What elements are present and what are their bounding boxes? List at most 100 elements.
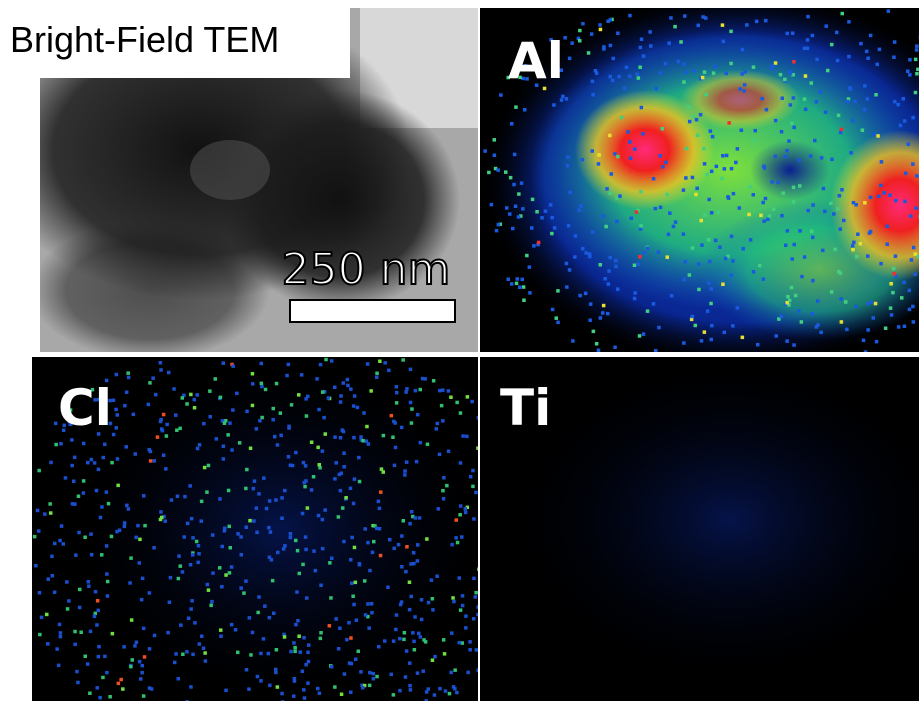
speckle — [640, 106, 644, 110]
speckle — [639, 227, 643, 231]
speckle — [248, 519, 252, 523]
speckle — [293, 679, 297, 683]
speckle — [424, 640, 428, 644]
speckle — [765, 108, 769, 112]
speckle — [774, 61, 778, 65]
speckle — [628, 14, 632, 17]
speckle — [499, 93, 503, 97]
speckle — [531, 198, 535, 202]
speckle — [112, 399, 116, 403]
speckle — [142, 694, 146, 698]
speckle — [464, 507, 468, 511]
speckle — [770, 180, 774, 184]
speckle — [633, 297, 637, 301]
speckle — [450, 543, 454, 547]
speckle — [803, 97, 807, 101]
speckle — [116, 457, 120, 461]
speckle — [601, 311, 605, 315]
speckle — [245, 668, 249, 672]
speckle — [441, 419, 445, 423]
speckle — [296, 619, 300, 623]
speckle — [352, 603, 356, 607]
speckle — [470, 400, 474, 404]
speckle — [409, 368, 413, 372]
speckle — [321, 547, 325, 551]
speckle — [705, 93, 709, 97]
speckle — [399, 603, 403, 607]
speckle — [71, 502, 75, 506]
speckle — [177, 677, 181, 681]
speckle — [851, 248, 855, 252]
speckle — [416, 559, 420, 563]
speckle — [106, 594, 110, 598]
speckle — [214, 377, 218, 381]
speckle — [140, 598, 144, 602]
speckle — [352, 404, 356, 408]
speckle — [125, 391, 128, 395]
tem-particle — [30, 220, 270, 360]
speckle — [273, 435, 277, 439]
speckle — [403, 473, 407, 477]
speckle — [819, 90, 823, 94]
speckle — [378, 507, 382, 511]
speckle — [394, 628, 398, 632]
speckle — [597, 162, 601, 166]
speckle — [436, 422, 440, 426]
speckle — [419, 388, 423, 392]
speckle — [866, 97, 870, 101]
speckle — [312, 549, 316, 553]
speckle — [851, 119, 855, 123]
speckle — [610, 172, 614, 176]
speckle — [328, 624, 332, 628]
speckle — [655, 87, 659, 91]
speckle — [343, 672, 347, 676]
speckle — [915, 44, 919, 48]
speckle — [607, 269, 611, 273]
speckle — [271, 418, 275, 422]
speckle — [323, 508, 327, 512]
speckle — [866, 328, 870, 332]
speckle — [847, 20, 851, 24]
speckle — [397, 543, 401, 547]
speckle — [915, 48, 919, 52]
speckle — [781, 97, 785, 101]
speckle — [897, 325, 901, 329]
speckle — [459, 504, 463, 508]
speckle — [741, 336, 745, 340]
speckle — [570, 41, 574, 45]
speckle — [903, 325, 907, 329]
speckle — [339, 489, 343, 493]
speckle — [346, 384, 350, 388]
speckle — [807, 209, 811, 213]
speckle — [342, 381, 346, 385]
speckle — [899, 124, 903, 128]
speckle — [134, 536, 138, 540]
speckle — [768, 214, 772, 218]
scale-bar-label: 250 nm — [282, 244, 451, 295]
speckle — [139, 677, 143, 681]
speckle — [833, 248, 837, 252]
speckle — [863, 201, 867, 205]
speckle — [294, 539, 298, 543]
speckle — [95, 623, 99, 627]
speckle — [718, 246, 722, 250]
speckle — [361, 439, 365, 443]
speckle — [800, 275, 804, 279]
speckle — [854, 203, 858, 207]
speckle — [469, 475, 473, 479]
speckle — [372, 672, 376, 676]
speckle — [256, 611, 260, 615]
speckle — [352, 436, 356, 440]
speckle — [102, 456, 106, 460]
speckle — [826, 69, 830, 73]
speckle — [260, 416, 264, 420]
speckle — [566, 164, 570, 168]
speckle — [472, 517, 476, 521]
speckle — [353, 546, 357, 550]
speckle — [342, 540, 346, 544]
speckle — [260, 385, 264, 389]
speckle — [37, 469, 41, 473]
speckle — [368, 684, 372, 688]
speckle — [130, 618, 134, 622]
speckle — [267, 652, 271, 656]
